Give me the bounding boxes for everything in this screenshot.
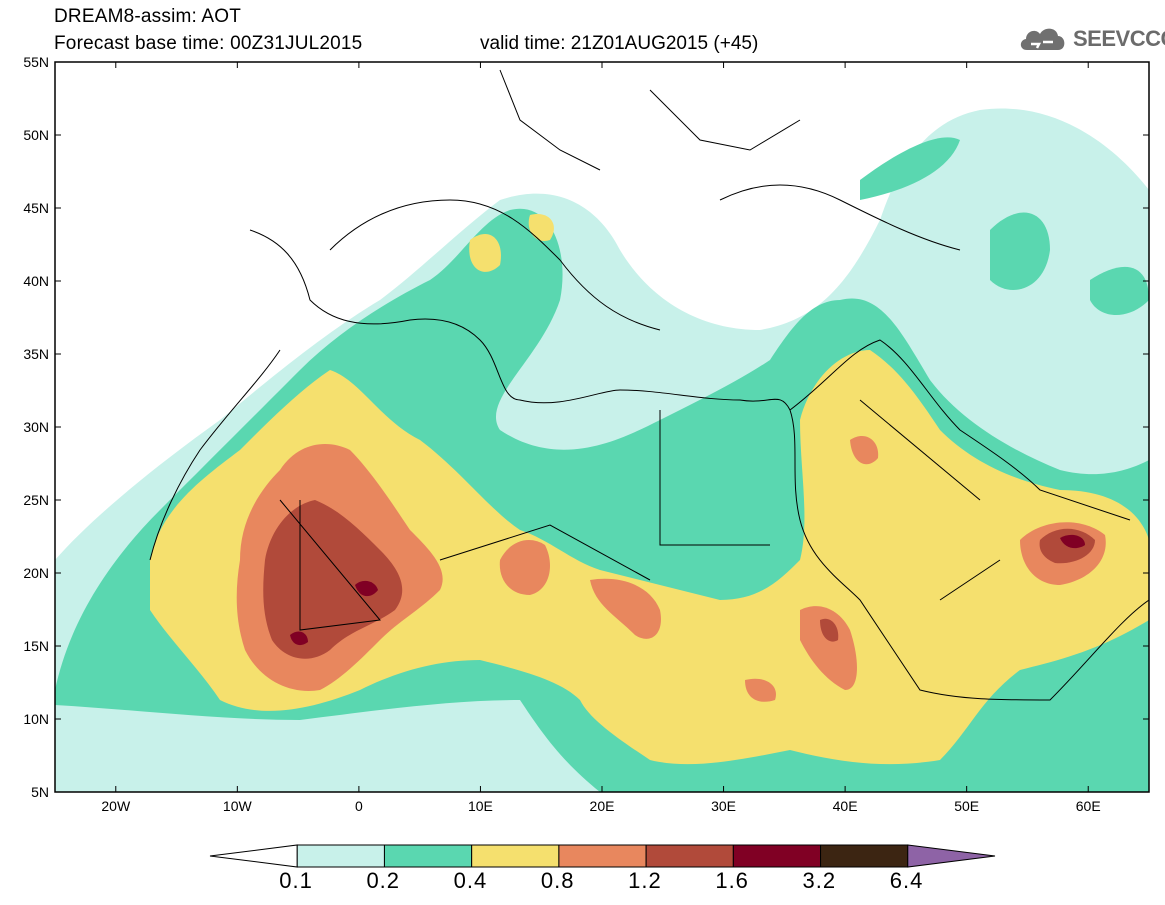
valid-time: valid time: 21Z01AUG2015 (+45): [480, 33, 759, 54]
lon-tick-label: 20W: [101, 798, 131, 814]
colorbar-label: 0.2: [366, 868, 401, 893]
lat-tick-label: 55N: [23, 54, 49, 70]
lat-tick-label: 15N: [23, 638, 49, 654]
lat-tick-label: 5N: [31, 784, 49, 800]
seevccc-logo: SEEVCCC: [1017, 22, 1165, 56]
colorbar-swatch: [471, 844, 560, 868]
cloud-icon: [1020, 28, 1065, 50]
colorbar: [209, 844, 996, 868]
logo-text: SEEVCCC: [1073, 26, 1165, 51]
lon-tick-label: 0: [355, 798, 363, 814]
colorbar-swatch: [907, 844, 996, 868]
colorbar-swatch: [209, 844, 298, 868]
forecast-base-time: Forecast base time: 00Z31JUL2015: [54, 33, 363, 54]
colorbar-label: 6.4: [889, 868, 924, 893]
lat-tick-label: 10N: [23, 711, 49, 727]
colorbar-swatch: [383, 844, 473, 868]
colorbar-label: 1.6: [715, 868, 749, 893]
lat-tick-label: 35N: [23, 346, 49, 362]
lon-tick-label: 20E: [590, 798, 615, 814]
colorbar-label: 3.2: [802, 868, 837, 893]
lat-tick-label: 25N: [23, 492, 49, 508]
aot-contour-1.6: [290, 534, 1085, 646]
lon-tick-label: 50E: [954, 798, 979, 814]
lon-tick-label: 30E: [711, 798, 736, 814]
lon-tick-label: 10W: [223, 798, 253, 814]
lon-tick-label: 40E: [833, 798, 858, 814]
colorbar-label: 0.1: [279, 868, 313, 893]
lon-tick-label: 60E: [1076, 798, 1101, 814]
colorbar-label: 0.8: [540, 868, 575, 893]
axis-ticks: 20W 10W 0 10E 20E 30E 40E 50E 60E 5N 10N 15N 20N 25N 3…: [23, 54, 1149, 814]
colorbar-swatch: [296, 844, 385, 868]
lat-tick-label: 45N: [23, 200, 49, 216]
colorbar-swatch: [820, 844, 909, 868]
lat-tick-label: 50N: [23, 127, 49, 143]
map-title: DREAM8-assim: AOT: [54, 6, 242, 27]
colorbar-label: 1.2: [628, 868, 662, 893]
colorbar-swatch: [558, 844, 647, 868]
coastlines-borders: [149, 69, 1149, 701]
aot-contour-0.4: [150, 214, 1149, 765]
lat-tick-label: 40N: [23, 273, 49, 289]
colorbar-label: 0.4: [453, 868, 488, 893]
colorbar-swatch: [645, 844, 734, 868]
lat-tick-label: 20N: [23, 565, 49, 581]
lon-tick-label: 10E: [468, 798, 493, 814]
aot-field: [55, 62, 1149, 792]
lat-tick-label: 30N: [23, 419, 49, 435]
colorbar-swatch: [732, 844, 822, 868]
